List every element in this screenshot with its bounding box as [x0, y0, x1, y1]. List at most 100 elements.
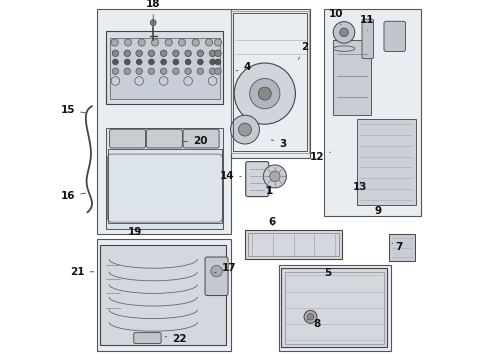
Text: 4: 4 [236, 62, 250, 72]
FancyBboxPatch shape [362, 19, 373, 59]
Circle shape [258, 87, 271, 100]
FancyBboxPatch shape [110, 129, 146, 148]
Bar [98, 9, 231, 234]
FancyBboxPatch shape [183, 129, 219, 148]
Bar [110, 38, 220, 99]
Circle shape [185, 50, 192, 57]
Text: 20: 20 [183, 136, 207, 147]
Circle shape [197, 50, 204, 57]
Bar [285, 272, 384, 344]
Circle shape [148, 68, 155, 75]
Circle shape [124, 39, 132, 46]
Circle shape [151, 39, 159, 46]
Bar [357, 119, 416, 205]
Circle shape [136, 68, 143, 75]
Circle shape [161, 59, 167, 65]
Circle shape [150, 20, 156, 26]
FancyBboxPatch shape [147, 129, 182, 148]
Circle shape [234, 63, 295, 124]
Text: 19: 19 [128, 227, 143, 237]
Circle shape [192, 39, 199, 46]
Bar [248, 233, 339, 256]
Circle shape [148, 50, 155, 57]
Text: 2: 2 [298, 42, 308, 59]
Circle shape [138, 39, 145, 46]
Circle shape [172, 50, 179, 57]
Circle shape [185, 68, 192, 75]
Circle shape [197, 68, 204, 75]
Bar [106, 31, 223, 104]
Bar [333, 40, 371, 115]
Circle shape [270, 171, 280, 181]
Bar [98, 239, 231, 351]
Circle shape [209, 50, 216, 57]
Text: 22: 22 [165, 334, 187, 344]
Text: 16: 16 [61, 191, 86, 201]
Circle shape [160, 50, 167, 57]
Text: 12: 12 [310, 152, 331, 162]
Text: 3: 3 [271, 139, 287, 149]
Bar [245, 230, 342, 259]
Circle shape [307, 314, 314, 320]
Bar [100, 245, 226, 345]
Circle shape [209, 68, 216, 75]
Text: 18: 18 [146, 0, 160, 24]
Text: 7: 7 [392, 242, 403, 252]
Text: 21: 21 [70, 267, 94, 277]
Circle shape [197, 59, 203, 65]
Bar [231, 9, 310, 158]
Circle shape [124, 68, 130, 75]
Circle shape [304, 310, 317, 323]
Circle shape [136, 59, 142, 65]
Text: 17: 17 [215, 263, 236, 273]
Circle shape [172, 68, 179, 75]
Circle shape [263, 165, 286, 188]
Circle shape [160, 68, 167, 75]
Circle shape [178, 39, 186, 46]
Circle shape [215, 68, 221, 75]
Text: 8: 8 [307, 319, 320, 329]
Text: 6: 6 [269, 217, 276, 228]
Bar [106, 128, 223, 229]
Circle shape [210, 59, 216, 65]
Circle shape [112, 50, 119, 57]
Bar [281, 268, 387, 347]
Circle shape [113, 59, 118, 65]
Circle shape [215, 39, 221, 46]
Text: 15: 15 [61, 105, 86, 115]
Text: 14: 14 [220, 171, 241, 181]
Circle shape [148, 59, 154, 65]
Circle shape [185, 59, 191, 65]
Bar [233, 13, 307, 151]
Text: 1: 1 [266, 186, 273, 196]
Circle shape [111, 39, 118, 46]
Circle shape [340, 28, 348, 37]
Text: 11: 11 [360, 15, 375, 31]
Circle shape [215, 50, 221, 57]
Bar [324, 9, 421, 216]
Circle shape [112, 68, 119, 75]
Text: 5: 5 [324, 268, 331, 278]
Circle shape [173, 59, 179, 65]
Text: 13: 13 [353, 182, 368, 192]
Circle shape [124, 50, 130, 57]
FancyBboxPatch shape [384, 21, 406, 51]
Circle shape [250, 78, 280, 109]
Bar [231, 11, 309, 153]
Bar [389, 234, 415, 261]
Circle shape [136, 50, 143, 57]
FancyBboxPatch shape [245, 162, 269, 197]
Text: 10: 10 [328, 9, 343, 24]
Circle shape [124, 59, 130, 65]
Bar [279, 265, 391, 351]
Circle shape [211, 265, 222, 277]
Circle shape [165, 39, 172, 46]
Circle shape [205, 39, 213, 46]
Text: 9: 9 [375, 206, 382, 216]
Circle shape [239, 123, 251, 136]
Circle shape [231, 115, 259, 144]
Ellipse shape [333, 46, 355, 51]
FancyBboxPatch shape [134, 333, 161, 343]
Circle shape [333, 22, 355, 43]
Circle shape [215, 59, 221, 65]
